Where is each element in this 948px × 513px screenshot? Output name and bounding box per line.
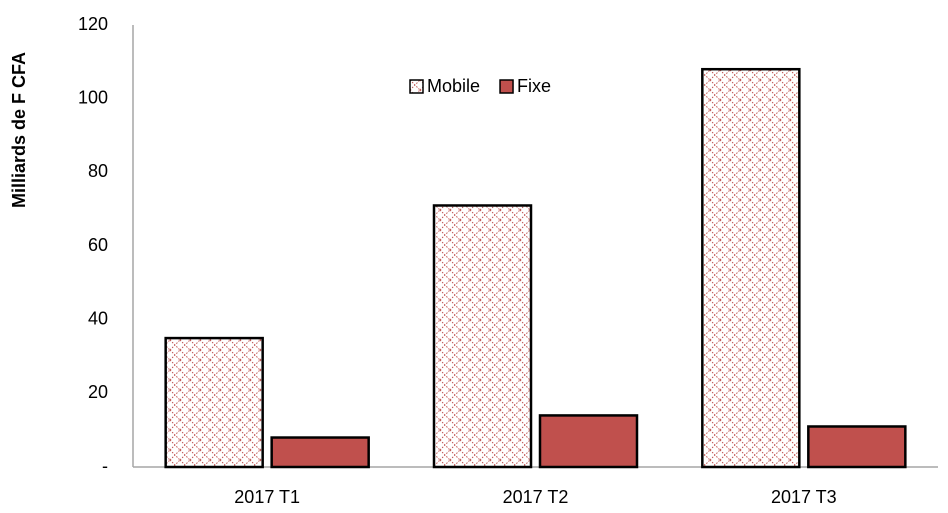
y-tick-label: 100 [78, 87, 108, 107]
x-tick-label: 2017 T2 [503, 487, 569, 507]
bar [538, 414, 639, 469]
legend-swatch [409, 79, 424, 94]
bar [432, 204, 533, 469]
x-tick-label: 2017 T3 [771, 487, 837, 507]
legend-label: Fixe [517, 76, 551, 96]
legend-swatch [499, 79, 514, 94]
y-tick-label: 120 [78, 14, 108, 34]
y-tick-label: - [102, 456, 108, 476]
y-tick-label: 60 [88, 235, 108, 255]
legend-label: Mobile [427, 76, 480, 96]
y-tick-label: 20 [88, 382, 108, 402]
bar [807, 425, 907, 469]
bar [164, 336, 264, 469]
x-tick-label: 2017 T1 [234, 487, 300, 507]
bar [270, 436, 370, 469]
bar [701, 67, 801, 469]
y-tick-label: 80 [88, 161, 108, 181]
y-axis-title: Milliards de F CFA [9, 52, 29, 208]
y-tick-label: 40 [88, 308, 108, 328]
